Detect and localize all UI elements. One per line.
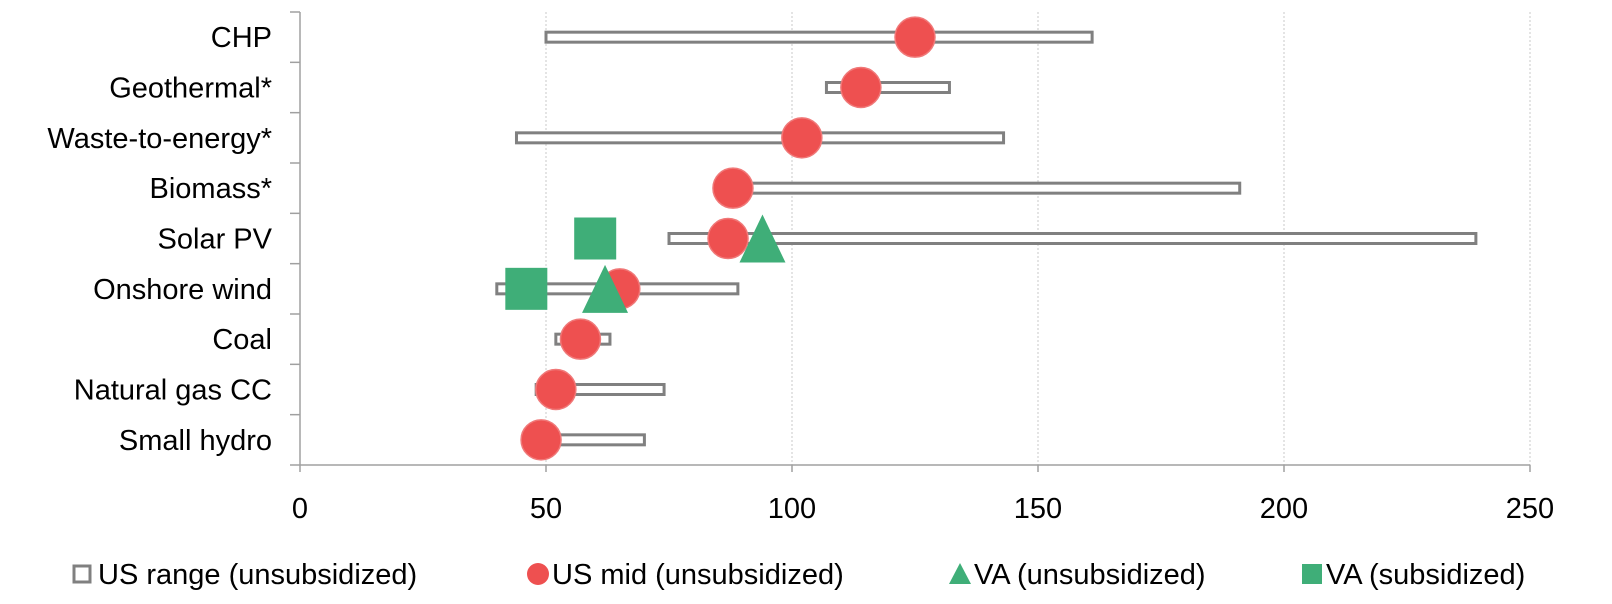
- category-label: Solar PV: [158, 224, 273, 256]
- markers: [505, 16, 936, 461]
- us-mid-marker: [712, 167, 754, 209]
- category-label: CHP: [211, 22, 272, 54]
- x-tick-label: 0: [292, 493, 308, 525]
- legend-item: VA (unsubsidized): [949, 559, 1206, 591]
- legend-item: VA (subsidized): [1302, 559, 1525, 591]
- legend: US range (unsubsidized) US mid (unsubsidi…: [72, 559, 1525, 591]
- range-bar: [824, 81, 951, 94]
- legend-square-swatch: [1302, 564, 1322, 584]
- range-bar: [667, 232, 1478, 245]
- x-tick-labels: 0 50 100 150 200 250: [292, 493, 1554, 525]
- x-tick-label: 200: [1260, 493, 1308, 525]
- legend-triangle-swatch: [949, 563, 971, 584]
- va-subsidized-marker: [574, 217, 617, 260]
- us-mid-marker: [559, 318, 602, 360]
- x-tick-label: 50: [530, 493, 562, 525]
- us-mid-marker: [707, 217, 749, 260]
- range-bar: [736, 181, 1242, 195]
- range-bar: [514, 131, 1006, 145]
- va-unsubsidized-marker: [582, 264, 629, 313]
- x-tick-label: 100: [768, 493, 816, 525]
- legend-circle-swatch: [527, 563, 549, 585]
- category-labels: CHP Geothermal* Waste-to-energy* Biomass* So…: [47, 22, 272, 457]
- us-mid-marker: [840, 66, 882, 109]
- category-label: Waste-to-energy*: [47, 123, 272, 155]
- us-mid-marker: [894, 16, 936, 58]
- legend-item: US mid (unsubsidized): [527, 559, 844, 591]
- legend-label: VA (subsidized): [1326, 559, 1525, 591]
- va-subsidized-marker: [505, 267, 548, 310]
- x-tick-label: 250: [1506, 493, 1554, 525]
- legend-range-swatch: [72, 564, 92, 584]
- legend-label: VA (unsubsidized): [974, 559, 1206, 591]
- category-label: Coal: [212, 324, 272, 356]
- legend-label: US mid (unsubsidized): [552, 559, 844, 591]
- legend-label: US range (unsubsidized): [98, 559, 417, 591]
- category-label: Natural gas CC: [74, 375, 272, 407]
- range-bars: [495, 30, 1478, 447]
- category-label: Onshore wind: [93, 274, 272, 306]
- legend-item: US range (unsubsidized): [72, 559, 417, 591]
- category-label: Geothermal*: [109, 73, 272, 105]
- va-unsubsidized-marker: [739, 214, 786, 263]
- range-bar: [544, 30, 1094, 44]
- us-mid-marker: [520, 419, 562, 461]
- x-tick-label: 150: [1014, 493, 1062, 525]
- us-mid-marker: [781, 117, 823, 159]
- category-label: Biomass*: [150, 173, 273, 205]
- us-mid-marker: [535, 368, 577, 411]
- category-label: Small hydro: [119, 425, 272, 457]
- axes: [290, 11, 1531, 472]
